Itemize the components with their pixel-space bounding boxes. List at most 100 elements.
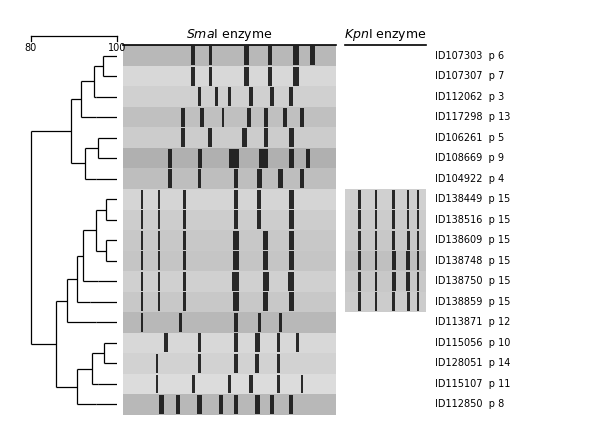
Bar xyxy=(358,190,361,209)
Text: ID138516  p 15: ID138516 p 15 xyxy=(436,215,511,225)
Bar xyxy=(392,251,395,270)
Bar xyxy=(192,375,194,394)
Bar xyxy=(123,148,336,168)
Bar xyxy=(123,333,336,353)
Bar xyxy=(168,169,172,188)
Bar xyxy=(233,190,238,209)
Bar xyxy=(198,354,201,373)
Bar xyxy=(358,231,361,250)
Bar xyxy=(255,334,260,353)
Bar xyxy=(123,189,336,210)
Bar xyxy=(184,251,186,270)
Bar xyxy=(141,231,143,250)
Bar xyxy=(209,46,212,65)
Bar xyxy=(293,46,299,65)
Bar xyxy=(259,149,268,168)
Bar xyxy=(249,375,253,394)
Bar xyxy=(176,395,180,414)
Bar xyxy=(289,395,293,414)
Bar xyxy=(264,108,268,127)
Bar xyxy=(358,292,361,311)
Bar xyxy=(123,271,336,292)
Bar xyxy=(184,190,186,209)
Bar xyxy=(375,272,377,291)
Bar xyxy=(234,354,238,373)
Bar xyxy=(158,190,160,209)
Bar xyxy=(233,395,238,414)
Bar xyxy=(200,108,204,127)
Text: ID138449  p 15: ID138449 p 15 xyxy=(436,194,511,204)
Text: ID107303  p 6: ID107303 p 6 xyxy=(436,51,505,60)
Bar xyxy=(307,149,310,168)
Bar xyxy=(123,251,336,271)
Bar xyxy=(257,169,262,188)
Bar xyxy=(233,169,238,188)
Bar xyxy=(283,108,287,127)
Bar xyxy=(392,272,395,291)
Bar xyxy=(345,230,426,251)
Bar xyxy=(244,67,249,86)
Bar xyxy=(218,395,223,414)
Bar xyxy=(375,251,377,270)
Bar xyxy=(345,271,426,292)
Bar xyxy=(345,251,426,271)
Bar xyxy=(158,272,160,291)
Bar xyxy=(123,230,336,251)
Bar xyxy=(278,169,283,188)
Text: $\it{Sma}$I enzyme: $\it{Sma}$I enzyme xyxy=(187,27,272,43)
Bar xyxy=(263,251,268,270)
Bar xyxy=(181,108,185,127)
Text: 100: 100 xyxy=(108,43,126,53)
Bar xyxy=(289,231,293,250)
Bar xyxy=(417,251,419,270)
Bar xyxy=(208,128,212,147)
Bar xyxy=(289,190,293,209)
Bar xyxy=(416,272,419,291)
Bar xyxy=(406,251,410,270)
Text: ID138750  p 15: ID138750 p 15 xyxy=(436,276,511,286)
Bar xyxy=(158,251,160,270)
Bar xyxy=(191,67,195,86)
Bar xyxy=(123,210,336,230)
Bar xyxy=(417,231,419,250)
Bar xyxy=(244,46,249,65)
Bar xyxy=(159,395,164,414)
Bar xyxy=(123,45,336,66)
Text: ID128051  p 14: ID128051 p 14 xyxy=(436,359,511,368)
Bar xyxy=(255,354,259,373)
Bar xyxy=(233,210,238,229)
Text: ID112850  p 8: ID112850 p 8 xyxy=(436,400,505,410)
Text: ID108669  p 9: ID108669 p 9 xyxy=(436,153,504,163)
Bar xyxy=(358,251,361,270)
Bar xyxy=(310,46,315,65)
Bar xyxy=(277,334,280,353)
Bar xyxy=(167,149,172,168)
Bar xyxy=(123,66,336,86)
Bar xyxy=(417,210,419,229)
Bar xyxy=(288,272,294,291)
Bar xyxy=(345,189,426,210)
Bar xyxy=(263,292,268,311)
Bar xyxy=(158,210,160,229)
Bar xyxy=(279,313,282,332)
Bar xyxy=(417,292,419,311)
Bar xyxy=(123,168,336,189)
Text: ID117298  p 13: ID117298 p 13 xyxy=(436,112,511,122)
Bar xyxy=(300,108,304,127)
Bar xyxy=(198,87,201,106)
Text: ID115107  p 11: ID115107 p 11 xyxy=(436,379,511,389)
Bar xyxy=(233,334,238,353)
Bar xyxy=(184,231,186,250)
Bar xyxy=(249,87,253,106)
Bar xyxy=(233,251,239,270)
Bar xyxy=(392,231,395,250)
Text: 80: 80 xyxy=(25,43,37,53)
Bar xyxy=(123,127,336,148)
Bar xyxy=(209,67,212,86)
Bar xyxy=(264,128,268,147)
Bar xyxy=(233,231,239,250)
Bar xyxy=(263,272,269,291)
Bar xyxy=(407,210,409,229)
Bar xyxy=(123,353,336,374)
Bar xyxy=(296,334,299,353)
